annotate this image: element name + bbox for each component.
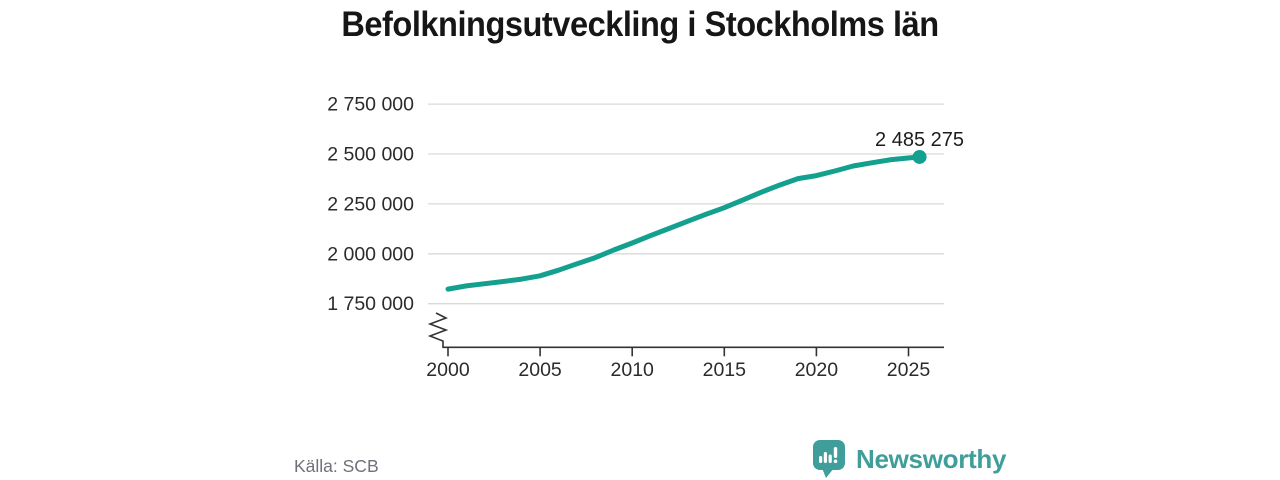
y-tick-label: 2 500 000 (327, 144, 414, 166)
latest-value-label: 2 485 275 (875, 129, 964, 151)
source-note: Källa: SCB (294, 456, 379, 476)
newsworthy-logo: Newsworthy (812, 439, 1006, 479)
y-tick-label: 2 000 000 (327, 243, 414, 265)
x-tick-label: 2010 (611, 359, 655, 381)
x-tick-label: 2005 (518, 359, 562, 381)
latest-point-marker (912, 149, 927, 164)
population-line (445, 154, 923, 292)
y-tick-label: 1 750 000 (327, 293, 414, 315)
y-tick-label: 2 750 000 (327, 94, 414, 116)
chart-title: Befolkningsutveckling i Stockholms län (341, 5, 939, 44)
x-tick-label: 2000 (426, 359, 470, 381)
y-tick-label: 2 250 000 (327, 193, 414, 215)
newsworthy-speech-bubble-bar-chart-icon (813, 440, 845, 478)
x-tick-label: 2020 (795, 359, 839, 381)
x-tick-label: 2015 (703, 359, 747, 381)
newsworthy-wordmark: Newsworthy (856, 443, 1007, 474)
axis-break-squiggle (427, 312, 449, 348)
x-tick-label: 2025 (887, 359, 931, 381)
